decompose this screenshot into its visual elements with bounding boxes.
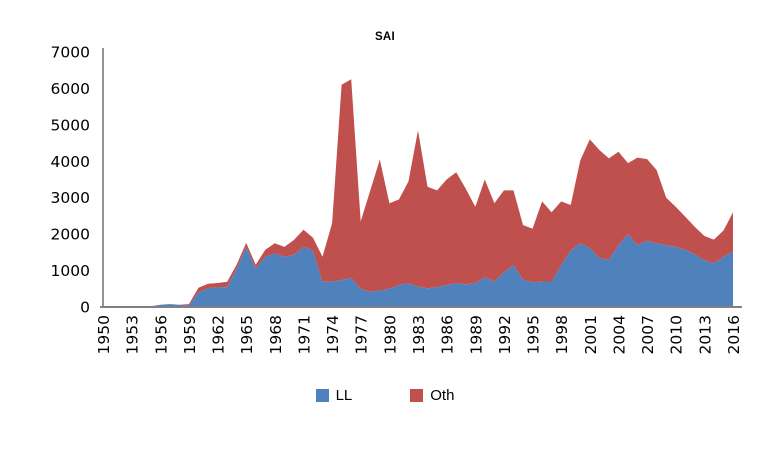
x-axis-tick-label: 1986 [439,315,457,354]
x-axis-tick-label: 1992 [496,315,514,354]
x-axis-tick-label: 1974 [324,315,342,354]
x-axis-tick-label: 2016 [725,315,743,354]
x-axis-tick-label: 1962 [210,315,228,354]
x-axis-tick-label: 1968 [267,315,285,354]
x-axis-tick-label: 1950 [95,315,113,354]
x-axis-tick-label: 1977 [353,315,371,354]
y-axis-tick-label: 0 [80,299,90,317]
x-axis-tick-label: 2001 [582,315,600,354]
y-axis-tick-label: 5000 [51,116,90,134]
x-axis-tick-label: 1998 [553,315,571,354]
legend-item-oth[interactable]: Oth [410,387,454,404]
x-axis-tick-label: 2010 [668,315,686,354]
y-axis-tick-label: 4000 [51,153,90,171]
y-axis-tick-label: 2000 [51,226,90,244]
x-axis-tick-label: 1980 [381,315,399,354]
x-axis-tick-label: 1983 [410,315,428,354]
x-axis-tick-label: 1995 [525,315,543,354]
x-axis-tick-label: 1956 [152,315,170,354]
legend-swatch-ll [315,389,329,402]
legend-swatch-oth [410,389,424,402]
legend-item-ll[interactable]: LL [315,387,353,404]
area-series-ll [103,234,733,307]
legend-label-oth: Oth [430,387,455,404]
x-axis-tick-label: 1965 [238,315,256,354]
x-axis-tick-label: 2013 [696,315,714,354]
x-axis-tick-label: 1959 [181,315,199,354]
x-axis-tick-label: 1971 [295,315,313,354]
chart-legend: LL Oth [0,387,770,404]
y-axis-tick-label: 6000 [51,80,90,98]
x-axis-tick-label: 1953 [124,315,142,354]
y-axis-tick-label: 3000 [51,189,90,207]
x-axis-tick-label: 2004 [610,315,628,354]
chart-title: SAI [374,31,396,43]
y-axis-tick-label: 7000 [51,44,90,62]
x-axis-tick-label: 2007 [639,315,657,354]
legend-label-ll: LL [335,387,353,404]
y-axis-tick-label: 1000 [51,262,90,280]
area-series-oth [103,79,733,307]
x-axis-tick-label: 1989 [467,315,485,354]
